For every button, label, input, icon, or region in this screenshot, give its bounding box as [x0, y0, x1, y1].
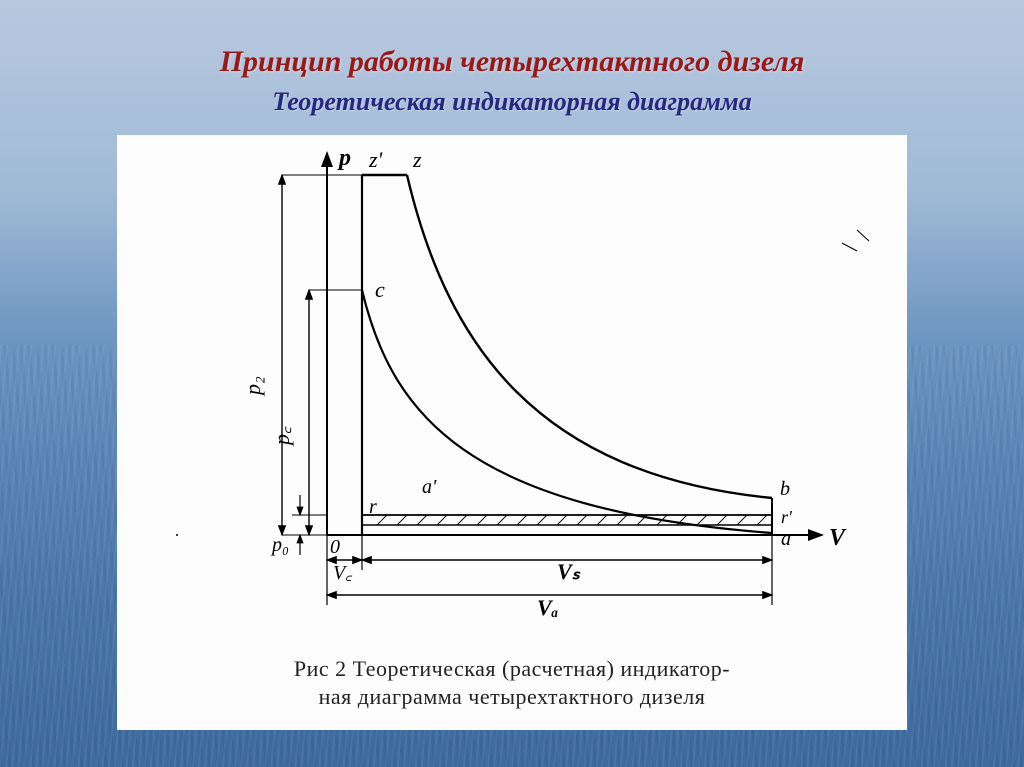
pt-r: r: [369, 496, 377, 518]
pt-b: b: [780, 478, 790, 500]
label-pc: p꜀: [269, 426, 294, 447]
pt-rprime: r': [781, 507, 793, 527]
pt-c: c: [375, 277, 385, 302]
axis-label-p: p: [337, 145, 351, 171]
pt-z: z: [412, 147, 422, 172]
indicator-diagram: p V 0 z' z c a' r b r' a p₂ p꜀ p₀ V꜀ Vₛ …: [117, 135, 907, 730]
pt-aprime: a': [422, 476, 437, 498]
caption-line-1: Рис 2 Теоретическая (расчетная) индикато…: [294, 656, 730, 681]
origin-label: 0: [330, 536, 340, 558]
slide-title-main: Принцип работы четырехтактного дизеля: [0, 0, 1024, 79]
pt-a: a: [781, 528, 791, 550]
slide-title-sub: Теоретическая индикаторная диаграмма: [0, 79, 1024, 117]
label-pz: p₂: [240, 376, 265, 397]
figure-caption: Рис 2 Теоретическая (расчетная) индикато…: [117, 655, 907, 710]
pt-zprime: z': [368, 147, 383, 172]
diagram-svg: p V 0 z' z c a' r b r' a p₂ p꜀ p₀ V꜀ Vₛ …: [117, 135, 907, 730]
label-va: Vₐ: [537, 595, 558, 620]
label-vs: Vₛ: [557, 559, 581, 584]
label-p0: p₀: [270, 534, 289, 556]
caption-line-2: ная диаграмма четырехтактного дизеля: [319, 684, 706, 709]
axis-label-v: V: [829, 525, 847, 551]
hatching: [377, 515, 767, 525]
label-vc: V꜀: [333, 562, 352, 584]
